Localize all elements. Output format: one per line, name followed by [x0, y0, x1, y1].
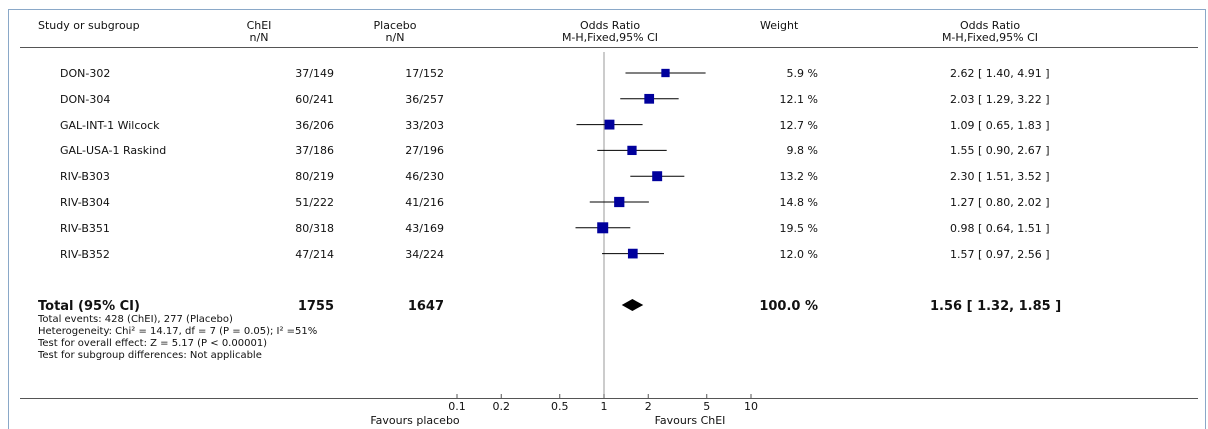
study-ci: 2.30 [ 1.51, 3.52 ]	[950, 170, 1050, 184]
header-study: Study or subgroup	[38, 19, 140, 32]
axis-tick-label: 0.1	[448, 400, 466, 413]
point-estimate	[627, 145, 637, 156]
total-diamond	[621, 299, 644, 311]
total-label: Total (95% CI)	[38, 299, 140, 314]
study-treat: 60/241	[295, 92, 334, 106]
total-weight: 100.0 %	[759, 299, 818, 314]
study-name: DON-304	[60, 92, 111, 106]
axis-tick-label: 5	[703, 400, 710, 413]
point-estimate	[597, 222, 609, 234]
study-ci: 1.57 [ 0.97, 2.56 ]	[950, 247, 1050, 261]
study-weight: 5.9 %	[786, 67, 818, 80]
total-treat: 1755	[297, 299, 334, 314]
study-control: 46/230	[405, 170, 444, 184]
study-name: RIV-B304	[60, 196, 110, 209]
note-overall-effect: Test for overall effect: Z = 5.17 (P < 0…	[38, 338, 268, 349]
study-name: RIV-B303	[60, 170, 110, 184]
study-treat: 51/222	[295, 196, 334, 209]
header-control: Placebo	[373, 19, 417, 32]
study-weight: 9.8 %	[786, 144, 818, 158]
header-rule	[20, 47, 1198, 48]
point-estimate	[604, 119, 615, 130]
study-weight: 12.7 %	[779, 118, 818, 132]
study-weight: 12.1 %	[779, 92, 818, 106]
point-estimate	[652, 171, 663, 182]
header-odds-ratio-2-sub: M-H,Fixed,95% CI	[941, 31, 1039, 44]
study-ci: 0.98 [ 0.64, 1.51 ]	[950, 221, 1050, 235]
note-events: Total events: 428 (ChEI), 277 (Placebo)	[38, 314, 233, 325]
axis-tick-label: 0.2	[493, 400, 511, 413]
study-name: RIV-B351	[60, 221, 110, 235]
study-weight: 13.2 %	[779, 170, 818, 184]
study-ci: 1.27 [ 0.80, 2.02 ]	[950, 196, 1050, 209]
study-ci: 2.62 [ 1.40, 4.91 ]	[950, 67, 1050, 80]
study-control: 43/169	[405, 221, 444, 235]
study-weight: 12.0 %	[779, 247, 818, 261]
study-weight: 19.5 %	[779, 221, 818, 235]
study-ci: 1.09 [ 0.65, 1.83 ]	[950, 118, 1050, 132]
header-control-sub: n/N	[385, 31, 405, 44]
axis-tick-label: 10	[744, 400, 758, 413]
axis-tick-label: 0.5	[551, 400, 569, 413]
axis-label-left: Favours placebo	[370, 414, 460, 427]
header-treat: ChEI	[246, 19, 272, 32]
header-odds-ratio-sub: M-H,Fixed,95% CI	[561, 31, 659, 44]
total-ci: 1.56 [ 1.32, 1.85 ]	[930, 299, 1062, 314]
note-heterogeneity: Heterogeneity: Chi² = 14.17, df = 7 (P =…	[38, 326, 318, 337]
study-treat: 37/149	[295, 67, 334, 80]
study-treat: 36/206	[295, 118, 334, 132]
axis-tick-label: 1	[601, 400, 608, 413]
study-control: 34/224	[405, 247, 444, 261]
study-name: GAL-USA-1 Raskind	[60, 144, 167, 158]
total-control: 1647	[407, 299, 444, 314]
study-control: 36/257	[405, 92, 444, 106]
point-estimate	[614, 196, 625, 208]
axis-label-right: Favours ChEI	[655, 414, 726, 427]
note-subgroup: Test for subgroup differences: Not appli…	[38, 350, 262, 361]
bottom-rule	[20, 398, 1198, 399]
point-estimate	[661, 68, 670, 78]
study-weight: 14.8 %	[779, 196, 818, 209]
point-estimate	[644, 93, 655, 104]
study-control: 17/152	[405, 67, 444, 80]
study-control: 27/196	[405, 144, 444, 158]
header-odds-ratio-2: Odds Ratio	[959, 19, 1021, 32]
axis-tick-label: 2	[645, 400, 652, 413]
study-ci: 1.55 [ 0.90, 2.67 ]	[950, 144, 1050, 158]
point-estimate	[627, 248, 638, 259]
study-control: 33/203	[405, 118, 444, 132]
study-control: 41/216	[405, 196, 444, 209]
forest-plot-frame	[8, 9, 1206, 429]
study-treat: 47/214	[295, 247, 334, 261]
study-treat: 80/318	[295, 221, 334, 235]
header-treat-sub: n/N	[249, 31, 269, 44]
header-weight: Weight	[760, 19, 799, 32]
study-name: GAL-INT-1 Wilcock	[60, 118, 160, 132]
study-name: DON-302	[60, 67, 111, 80]
study-treat: 37/186	[295, 144, 334, 158]
study-treat: 80/219	[295, 170, 334, 184]
study-ci: 2.03 [ 1.29, 3.22 ]	[950, 92, 1050, 106]
study-name: RIV-B352	[60, 247, 110, 261]
header-odds-ratio: Odds Ratio	[579, 19, 641, 32]
